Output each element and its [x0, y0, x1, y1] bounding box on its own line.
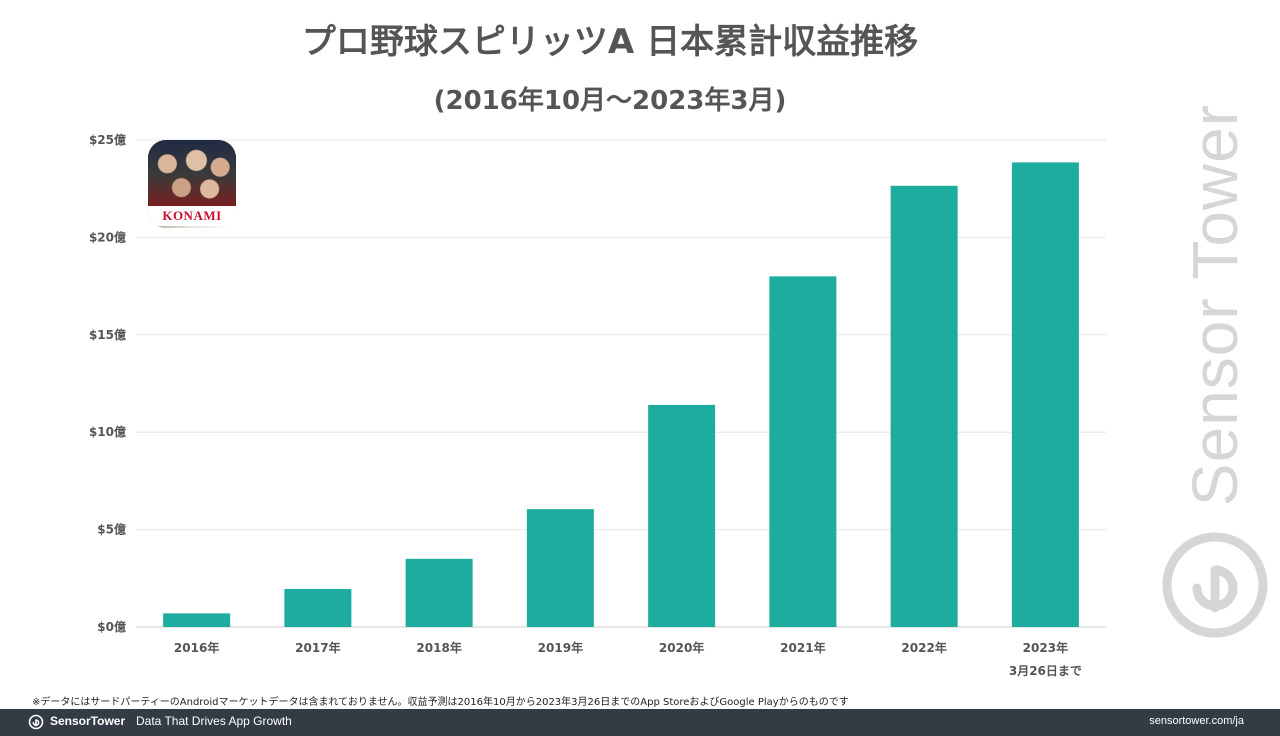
app-icon-brand: KONAMI — [148, 206, 236, 226]
sensor-tower-watermark: Sensor Tower — [1160, 90, 1270, 650]
footer-bar: SensorTower Data That Drives App Growth … — [0, 709, 1280, 736]
sensor-tower-logo-icon — [1162, 532, 1268, 638]
x-tick-label: 2019年 — [538, 640, 583, 655]
bar-chart: $0億 $5億 $10億 $15億 $20億 $25億 2016年 2017年 2018年 201… — [89, 132, 1106, 678]
x-tick-label: 2016年 — [174, 640, 219, 655]
y-tick-label: $0億 — [97, 619, 126, 634]
x-tick-label: 2021年 — [780, 640, 825, 655]
footer-brand: SensorTower — [50, 714, 126, 728]
chart-title: プロ野球スピリッツA 日本累計収益推移 — [301, 22, 919, 62]
x-tick-label: 2018年 — [416, 640, 461, 655]
watermark-text: Sensor Tower — [1179, 103, 1251, 507]
app-icon-artwork — [148, 140, 236, 208]
footer-url[interactable]: sensortower.com/ja — [1149, 715, 1244, 727]
bar — [405, 558, 473, 627]
bar — [526, 509, 594, 627]
x-tick-label: 2017年 — [295, 640, 340, 655]
y-tick-label: $15億 — [89, 327, 126, 342]
y-tick-label: $5億 — [97, 522, 126, 537]
y-tick-label: $10億 — [89, 424, 126, 439]
bar — [648, 404, 716, 627]
x-tick-label: 2020年 — [659, 640, 704, 655]
sensor-tower-footer-icon — [28, 714, 44, 730]
y-tick-label: $20億 — [89, 229, 126, 244]
x-tick-label: 2022年 — [901, 640, 946, 655]
app-icon: KONAMI — [148, 140, 236, 228]
x-tick-sublabel: 3月26日まで — [1009, 664, 1082, 678]
chart-subtitle: (2016年10月〜2023年3月) — [433, 86, 787, 116]
y-tick-label: $25億 — [89, 132, 126, 147]
bar — [1011, 162, 1079, 628]
x-tick-label: 2023年 — [1023, 640, 1068, 655]
bar — [163, 613, 231, 627]
bar — [890, 185, 958, 627]
footer-tagline[interactable]: Data That Drives App Growth — [136, 714, 292, 728]
bar — [284, 589, 352, 627]
bar — [769, 276, 837, 627]
footnote: ※データにはサードパーティーのAndroidマーケットデータは含まれておりません… — [32, 697, 849, 708]
